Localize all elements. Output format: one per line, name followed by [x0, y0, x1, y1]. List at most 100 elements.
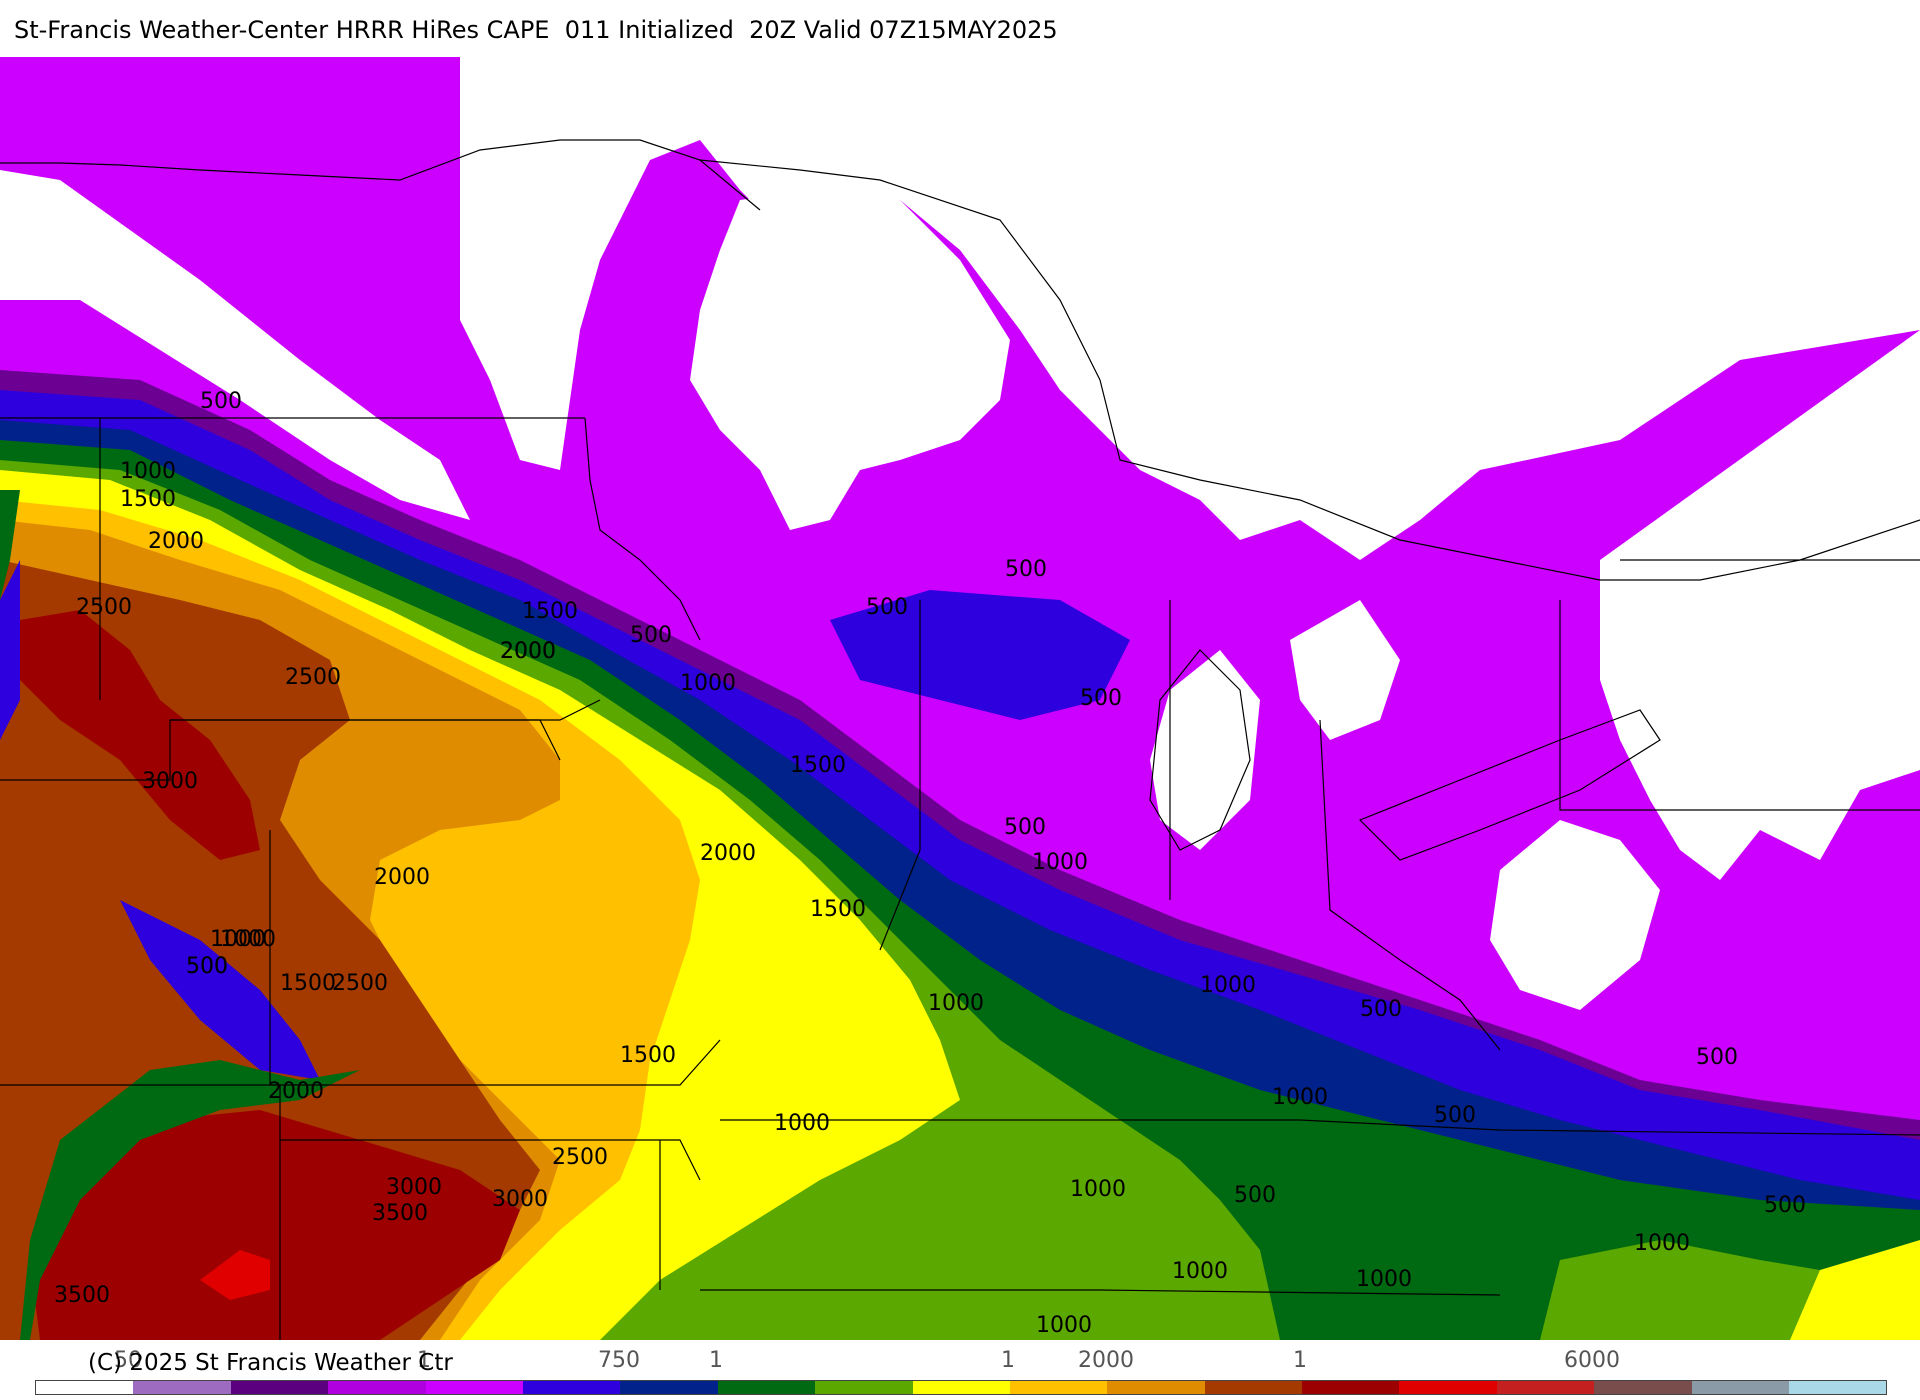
- contour-label: 2500: [76, 595, 132, 620]
- cape-band-600-central: [830, 590, 1130, 720]
- map-footer: 50 1 750 1 1 2000 1 6000 (C) 2025 St Fra…: [0, 1340, 1920, 1400]
- colorbar-swatch: [328, 1381, 426, 1394]
- no-cape-area-north: [460, 57, 1920, 560]
- contour-label: 1000: [1272, 1085, 1328, 1110]
- contour-label: 500: [1434, 1103, 1476, 1128]
- lake-michigan-outline: [1149, 649, 1251, 851]
- contour-label: 1500: [522, 599, 578, 624]
- state-border-ky-tn: [720, 1119, 1920, 1136]
- colorbar-swatch: [620, 1381, 718, 1394]
- contour-labels: 500 1000 1500 2000 2500 2000 1500 500 20…: [54, 389, 1806, 1338]
- political-borders: [0, 139, 1920, 1340]
- colorbar-tick-label: 1: [1001, 1348, 1015, 1373]
- contour-label: 500: [1080, 686, 1122, 711]
- contour-label: 1000: [1172, 1259, 1228, 1284]
- no-cape-area-northeast: [1600, 330, 1920, 880]
- colorbar-swatch: [1691, 1381, 1790, 1394]
- page-title: St-Francis Weather-Center HRRR HiRes CAP…: [14, 16, 1058, 44]
- contour-label: 1000: [774, 1111, 830, 1136]
- contour-label: 500: [186, 954, 228, 979]
- contour-label: 1000: [220, 927, 276, 952]
- contour-label: 500: [630, 623, 672, 648]
- contour-label: 2500: [552, 1145, 608, 1170]
- contour-label: 500: [186, 954, 228, 979]
- colorbar-swatch: [1594, 1381, 1692, 1394]
- great-lakes-outline: [699, 159, 1920, 581]
- contour-label: 3000: [492, 1187, 548, 1212]
- cape-west-edge-green: [0, 490, 20, 600]
- state-border-mn-wi: [584, 417, 701, 641]
- cape-band-1500-se: [1790, 1240, 1920, 1340]
- us-canada-border: [0, 139, 761, 211]
- contour-label: 1000: [928, 991, 984, 1016]
- colorbar-swatch: [1789, 1381, 1887, 1394]
- contour-label: 2500: [285, 665, 341, 690]
- state-border-wv: [1399, 959, 1501, 1051]
- contour-label: 1000: [1634, 1231, 1690, 1256]
- contour-label: 3500: [372, 1201, 428, 1226]
- cape-band-3000-south: [30, 1110, 520, 1340]
- colorbar-swatch: [522, 1381, 621, 1394]
- colorbar-swatch: [425, 1381, 523, 1394]
- colorbar-swatch: [1302, 1381, 1400, 1394]
- contour-label: 1000: [680, 671, 736, 696]
- colorbar-tick-label: 6000: [1564, 1348, 1620, 1373]
- colorbar-swatch: [1107, 1381, 1205, 1394]
- contour-label: 1500: [620, 1043, 676, 1068]
- contour-label: 1500: [810, 897, 866, 922]
- colorbar-swatch: [912, 1381, 1010, 1394]
- colorbar-swatch: [815, 1381, 913, 1394]
- contour-label: 2500: [332, 971, 388, 996]
- cape-map: 500 1000 1500 2000 2500 2000 1500 500 20…: [0, 57, 1920, 1340]
- colorbar-swatch: [1009, 1381, 1108, 1394]
- colorbar-swatch: [36, 1381, 134, 1394]
- contour-label: 1000: [120, 459, 176, 484]
- state-border-ia: [170, 699, 601, 721]
- colorbar-tick-label: 1: [1293, 1348, 1307, 1373]
- contour-label: 3000: [386, 1175, 442, 1200]
- colorbar-tick-label: 1: [417, 1348, 431, 1373]
- cape-west-edge-blue: [0, 560, 20, 740]
- contour-label: 500: [200, 389, 242, 414]
- contour-label: 500: [866, 595, 908, 620]
- contour-label: 2000: [700, 841, 756, 866]
- colorbar-swatch: [1496, 1381, 1595, 1394]
- contour-label: 2000: [148, 529, 204, 554]
- state-border-il: [879, 600, 921, 951]
- contour-label: 500: [1764, 1193, 1806, 1218]
- contour-label: 3500: [54, 1283, 110, 1308]
- no-cape-area-midwest-lake: [1290, 600, 1400, 740]
- contour-label: 500: [1360, 997, 1402, 1022]
- contour-label: 500: [1696, 1045, 1738, 1070]
- contour-label: 1000: [1032, 850, 1088, 875]
- copyright-text: (C) 2025 St Francis Weather Ctr: [88, 1350, 453, 1376]
- colorbar-tick-label: 50: [114, 1348, 142, 1373]
- contour-label: 500: [1005, 557, 1047, 582]
- cape-sw-green-band: [20, 1060, 360, 1340]
- colorbar-tick-label: 2000: [1078, 1348, 1134, 1373]
- contour-label: 2000: [374, 865, 430, 890]
- cape-band-3000-north: [20, 610, 260, 860]
- contour-label: 1500: [120, 487, 176, 512]
- contour-label: 500: [1234, 1183, 1276, 1208]
- state-border-mo: [269, 830, 721, 1086]
- contour-label: 2000: [500, 639, 556, 664]
- contour-label: 2000: [500, 639, 556, 664]
- colorbar-swatch: [1399, 1381, 1497, 1394]
- no-cape-area-lake-superior: [690, 180, 1010, 530]
- contour-label: 1000: [1356, 1267, 1412, 1292]
- no-cape-area-northwest: [0, 170, 470, 520]
- lake-erie-outline: [1358, 709, 1661, 861]
- colorbar-swatch: [717, 1381, 816, 1394]
- colorbar-swatch: [133, 1381, 231, 1394]
- colorbar-tick-label: 750: [598, 1348, 640, 1373]
- state-border-oh: [1319, 719, 1401, 961]
- contour-label: 500: [1004, 815, 1046, 840]
- state-border-pa: [1559, 600, 1920, 811]
- colorbar: [35, 1380, 1888, 1395]
- contour-label: 1000: [1200, 973, 1256, 998]
- contour-label: 2000: [268, 1079, 324, 1104]
- contour-label: 3000: [142, 769, 198, 794]
- contour-label: 1500: [790, 753, 846, 778]
- contour-label: 1000: [1070, 1177, 1126, 1202]
